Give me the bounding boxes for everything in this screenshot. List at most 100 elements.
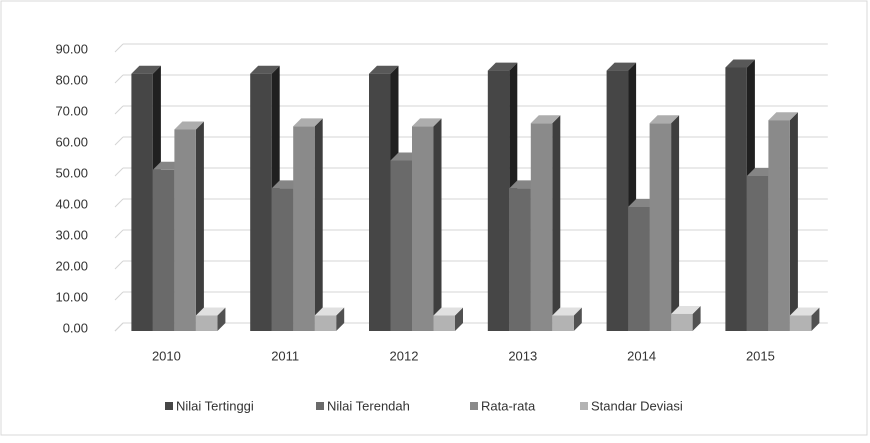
grid-line-floor [114, 198, 124, 208]
bar [433, 307, 463, 331]
bar-side [671, 115, 680, 331]
legend-label: Nilai Tertinggi [176, 398, 254, 413]
legend-swatch [165, 402, 173, 410]
bar [293, 118, 323, 332]
bar-side [789, 112, 798, 331]
bar-top [552, 307, 582, 316]
bar [768, 112, 798, 331]
bar-front [250, 73, 272, 331]
legend-label: Nilai Terendah [327, 398, 410, 413]
bar-top [314, 307, 345, 316]
bar-top [412, 118, 442, 127]
bar [552, 307, 582, 331]
bar-front [152, 169, 175, 331]
bar-front [649, 123, 672, 331]
grid-line-floor [114, 322, 124, 332]
bar-side [217, 307, 226, 331]
legend-swatch [580, 402, 588, 410]
x-tick-label: 2014 [627, 348, 656, 363]
bar-side [336, 307, 345, 331]
bar-front [131, 73, 153, 331]
bar-front [433, 315, 455, 331]
bar-top [369, 65, 399, 74]
y-tick-label: 40.00 [55, 196, 88, 211]
bar [649, 115, 680, 331]
bar-front [725, 67, 747, 331]
bar-front [768, 120, 790, 331]
bar [789, 307, 820, 331]
bar-side [433, 118, 442, 332]
bar-top [768, 112, 798, 121]
y-tick-label: 30.00 [55, 227, 88, 242]
bar-front [174, 129, 196, 331]
x-tick-label: 2015 [746, 348, 775, 363]
grid-line-floor [114, 74, 124, 84]
grid-line-floor [114, 105, 124, 115]
bar-front [390, 160, 412, 331]
y-tick-label: 80.00 [55, 72, 88, 87]
bar-front [606, 70, 629, 331]
bar-side [692, 305, 701, 331]
grid-line-floor [114, 291, 124, 301]
bar-front [746, 176, 769, 331]
bar-front [293, 126, 315, 332]
bar-side [455, 307, 463, 331]
x-tick-label: 2011 [271, 348, 299, 363]
bar-front [509, 188, 531, 331]
y-tick-label: 60.00 [55, 134, 88, 149]
bar [671, 305, 701, 331]
bar-front [195, 315, 218, 331]
bar [530, 115, 561, 331]
y-tick-label: 90.00 [55, 41, 88, 56]
x-tick-label: 2010 [152, 348, 181, 363]
bar-front [369, 73, 391, 331]
legend-swatch [316, 402, 324, 410]
grid-line-floor [114, 260, 124, 270]
bar-top [174, 121, 204, 130]
grid-line-floor [114, 136, 124, 146]
bar-top [131, 65, 161, 74]
bar-front [412, 126, 434, 332]
bar-top [487, 62, 518, 71]
bar [314, 307, 345, 331]
grid-line-floor [114, 229, 124, 239]
bar-front [552, 315, 574, 331]
bar-side [552, 115, 561, 331]
y-tick-label: 20.00 [55, 258, 88, 273]
bar-top [671, 305, 701, 314]
bar-side [573, 307, 582, 331]
y-tick-label: 70.00 [55, 103, 88, 118]
bar-front [487, 70, 510, 331]
bar-top [530, 115, 561, 124]
bar-top [250, 65, 280, 74]
x-tick-label: 2013 [508, 348, 537, 363]
bar-top [293, 118, 323, 127]
bar [412, 118, 442, 332]
y-tick-label: 50.00 [55, 165, 88, 180]
legend-swatch [470, 402, 478, 410]
y-tick-label: 10.00 [55, 289, 88, 304]
bar-front [271, 188, 294, 331]
bar-top [649, 115, 680, 124]
x-tick-label: 2012 [390, 348, 419, 363]
bar [174, 121, 204, 331]
bar-front [530, 123, 553, 331]
bar-front [314, 315, 337, 331]
bar-front [789, 315, 812, 331]
bar-top [606, 62, 637, 71]
y-tick-label: 0.00 [63, 320, 88, 335]
bar-top [789, 307, 820, 316]
legend-label: Standar Deviasi [591, 398, 683, 413]
grid-line-floor [114, 167, 124, 177]
bar [195, 307, 226, 331]
bar-side [314, 118, 323, 332]
grid-line-floor [114, 43, 124, 53]
bar-front [628, 207, 650, 331]
bar-top [195, 307, 226, 316]
bar-front [671, 313, 693, 331]
bar-top [725, 59, 755, 68]
bar-side [811, 307, 820, 331]
bar-side [195, 121, 204, 331]
bar-top [433, 307, 463, 316]
